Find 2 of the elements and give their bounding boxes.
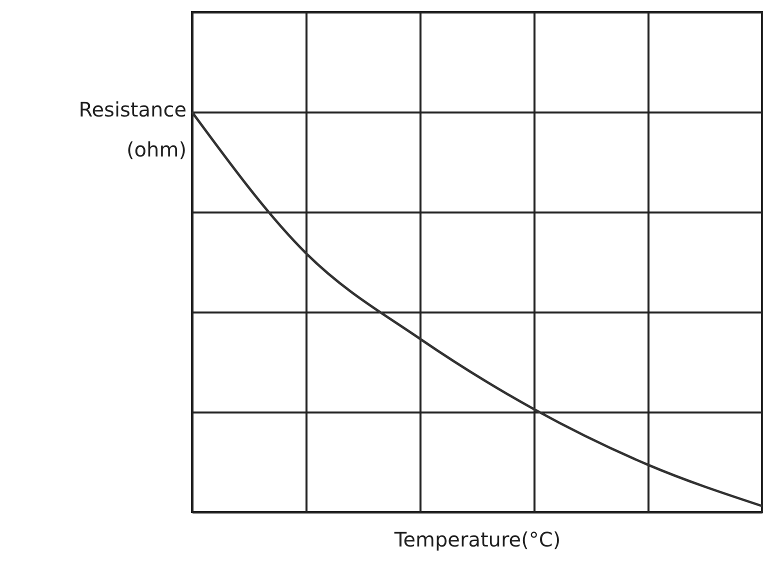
x-axis-title: Temperature(°C) (393, 528, 561, 552)
y-axis-title: Resistance (ohm) (78, 98, 186, 162)
